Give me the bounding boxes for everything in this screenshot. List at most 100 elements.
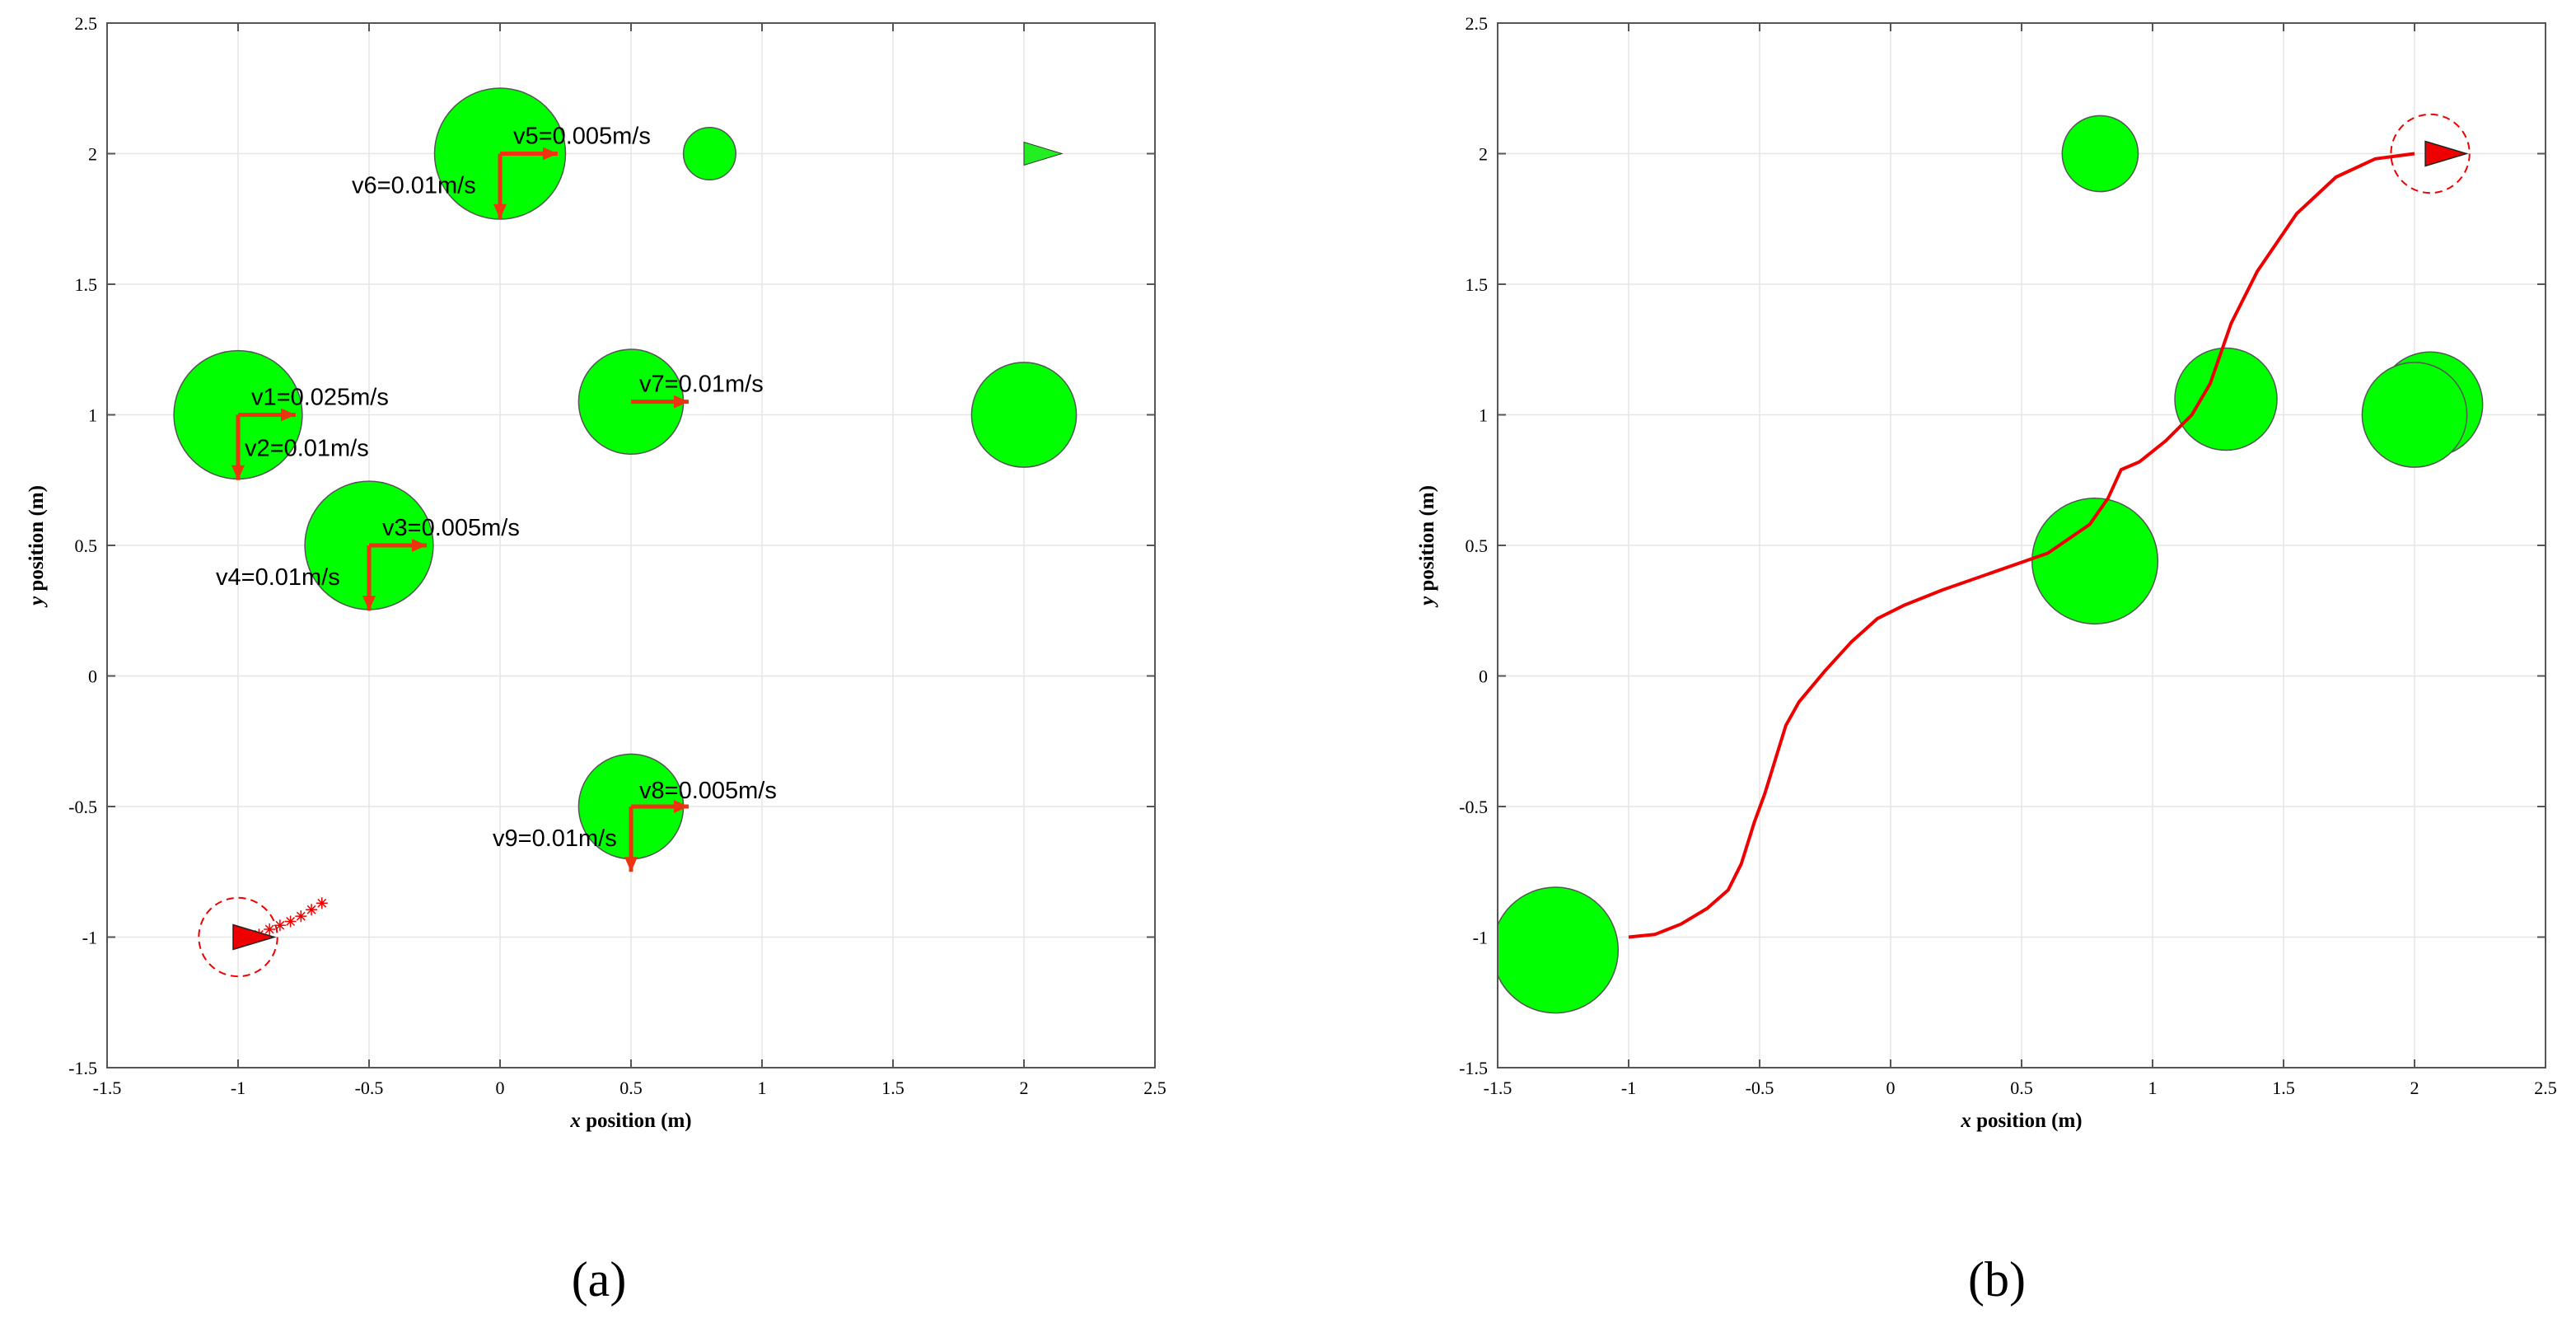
velocity-arrow-head — [624, 857, 638, 872]
velocity-arrow — [362, 545, 376, 611]
velocity-label: v8=0.005m/s — [639, 778, 777, 804]
velocity-label: v5=0.005m/s — [513, 124, 651, 150]
x-tick-label: 2.5 — [1143, 1078, 1166, 1098]
trail-star-point — [284, 915, 297, 928]
velocity-label: v4=0.01m/s — [216, 564, 340, 591]
obstacle-circle — [1498, 886, 1620, 1014]
subfigure-label: (b) — [1968, 1252, 2026, 1307]
y-tick-label: 2 — [1479, 144, 1488, 165]
trail-star-point — [316, 897, 328, 909]
panel-a: -1.5 -1 -0.5 0 0.5 1 1.5 2 2.5 -1.5 -1 -0.5 0 0.5 1 1.5… — [26, 13, 1166, 1307]
trail-star-stroke — [275, 920, 285, 930]
y-axis-label-var: y — [26, 596, 48, 608]
x-axis-label: x position (m) — [1960, 1110, 2082, 1132]
data-layer — [173, 87, 1078, 978]
velocity-arrow — [624, 807, 638, 872]
panel-b: -1.5 -1 -0.5 0 0.5 1 1.5 2 2.5 -1.5 -1 -0.5 0 0.5 1 1.5… — [1416, 13, 2557, 1307]
x-tick-label: -1 — [231, 1078, 245, 1098]
x-axis-label-text: position (m) — [581, 1110, 692, 1132]
y-tick-label: -1.5 — [68, 1058, 97, 1078]
velocity-arrow-head — [362, 596, 376, 611]
velocity-arrow — [500, 147, 558, 161]
x-tick-label: 2 — [1020, 1078, 1029, 1098]
trail-star-stroke — [296, 911, 306, 921]
trail-star-stroke — [286, 917, 296, 926]
velocity-arrow — [231, 414, 245, 480]
x-tick-label: 0.5 — [2010, 1078, 2033, 1098]
velocity-arrow — [493, 153, 507, 219]
y-tick-label: 1.5 — [1466, 274, 1489, 295]
x-axis-label-var: x — [569, 1110, 581, 1132]
y-tick-label: -0.5 — [1459, 797, 1488, 817]
trail-star-stroke — [264, 924, 274, 934]
x-axis-label: x position (m) — [569, 1110, 691, 1132]
trail-star-point — [306, 904, 318, 916]
trail-star-stroke — [306, 905, 316, 914]
y-tick-label: 0.5 — [75, 535, 98, 556]
velocity-arrow-head — [280, 408, 296, 422]
x-tick-label: -0.5 — [355, 1078, 384, 1098]
axes-frame — [1497, 22, 2546, 1068]
y-tick-label: 0 — [1479, 666, 1488, 687]
obstacle-circle — [2174, 347, 2278, 451]
data-layer — [1498, 113, 2484, 1014]
robot-safety-circle — [198, 896, 278, 978]
x-tick-label: 0.5 — [619, 1078, 643, 1098]
y-axis-label: y position (m) — [1416, 485, 1438, 608]
y-tick-label: 2.5 — [1466, 13, 1489, 34]
velocity-arrow — [631, 395, 689, 409]
x-tick-label: 2.5 — [2534, 1078, 2557, 1098]
x-tick-label: -1.5 — [1484, 1078, 1512, 1098]
y-axis-label-text: position (m) — [26, 485, 48, 596]
obstacle-circle — [2031, 497, 2159, 625]
velocity-arrow-head — [673, 395, 689, 409]
axes-frame — [106, 22, 1156, 1068]
obstacle-circle — [970, 362, 1078, 468]
velocity-arrow-head — [673, 800, 689, 813]
velocity-label: v1=0.025m/s — [251, 385, 389, 411]
y-axis-label: y position (m) — [26, 485, 48, 608]
trail-star-point — [295, 910, 307, 923]
x-tick-label: 1.5 — [2272, 1078, 2295, 1098]
velocity-arrow-head — [493, 203, 507, 219]
y-tick-label: -0.5 — [68, 797, 97, 817]
x-axis-label-text: position (m) — [1971, 1110, 2083, 1132]
y-tick-label: 0 — [88, 666, 97, 687]
velocity-arrow — [238, 408, 296, 422]
x-tick-label: 0 — [496, 1078, 505, 1098]
y-tick-label: -1 — [82, 928, 97, 948]
y-axis-label-text: position (m) — [1416, 485, 1438, 596]
y-tick-label: 1 — [88, 405, 97, 426]
robot-marker — [2424, 140, 2469, 167]
trail-star-point — [273, 919, 286, 932]
obstacle-circle — [682, 126, 736, 181]
velocity-arrow-head — [542, 147, 558, 161]
y-tick-label: 2.5 — [75, 13, 98, 34]
robot-marker — [232, 924, 277, 951]
velocity-arrow-head — [231, 465, 245, 480]
x-tick-label: 2 — [2410, 1078, 2419, 1098]
robot-path-line — [1628, 152, 2415, 939]
velocity-label: v7=0.01m/s — [639, 372, 764, 398]
x-tick-label: -0.5 — [1746, 1078, 1774, 1098]
y-tick-label: 1 — [1479, 405, 1488, 426]
trail-star-point — [264, 923, 276, 935]
velocity-label: v9=0.01m/s — [493, 825, 617, 852]
x-axis-label-var: x — [1960, 1110, 1971, 1132]
y-tick-label: 2 — [88, 144, 97, 165]
velocity-arrow — [369, 539, 427, 552]
subfigure-label: (a) — [572, 1252, 627, 1307]
x-tick-label: 0 — [1886, 1078, 1896, 1098]
x-tick-label: -1 — [1621, 1078, 1636, 1098]
x-tick-label: 1 — [758, 1078, 767, 1098]
trail-star-stroke — [317, 898, 327, 908]
x-tick-label: 1 — [2148, 1078, 2158, 1098]
velocity-arrow — [631, 800, 689, 813]
x-tick-label: 1.5 — [881, 1078, 905, 1098]
y-tick-label: 0.5 — [1466, 535, 1489, 556]
obstacle-circle — [2061, 115, 2139, 193]
velocity-label: v3=0.005m/s — [382, 515, 520, 541]
velocity-label: v2=0.01m/s — [245, 436, 369, 462]
y-tick-label: -1.5 — [1459, 1058, 1488, 1078]
